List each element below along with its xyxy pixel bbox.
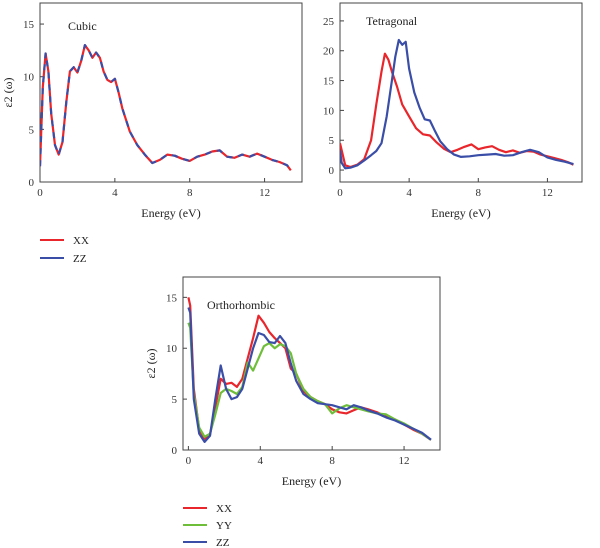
series-line-zz (40, 43, 292, 172)
x-tick-label: 8 (187, 187, 193, 199)
x-axis-label: Energy (eV) (141, 206, 200, 220)
series-line-zz (187, 307, 432, 443)
y-tick-label: 0 (29, 177, 35, 189)
panel-title: Cubic (68, 19, 97, 33)
x-tick-label: 12 (399, 455, 410, 467)
plot-frame (39, 2, 303, 183)
y-tick-label: 10 (23, 72, 35, 84)
y-tick-label: 0 (329, 165, 335, 177)
chart-panel-cubic: 0 4 8 12 0 5 10 15 Cubic Energy (eV) ε2 (ω) XX ZZ (1, 2, 303, 265)
y-tick-label: 10 (323, 105, 335, 117)
series-line-xx (340, 52, 574, 169)
y-tick-label: 0 (172, 445, 178, 457)
legend-label-xx: XX (73, 235, 89, 247)
chart-panel-tetragonal: 0 4 8 12 0 5 10 15 20 25 Tetragonal Energy (eV) (323, 2, 583, 220)
x-axis-label: Energy (eV) (431, 206, 490, 220)
chart-panel-orthorhombic: 0 4 8 12 0 5 10 15 Orthorhombic Energy (eV) ε2 (ω)… (144, 276, 441, 548)
x-tick-label: 8 (476, 187, 482, 199)
panel-title: Tetragonal (366, 14, 418, 28)
x-tick-label: 0 (337, 187, 343, 199)
y-tick-label: 5 (29, 124, 35, 136)
x-axis-label: Energy (eV) (282, 474, 341, 488)
y-tick-label: 15 (166, 292, 178, 304)
legend-label-yy: YY (216, 520, 232, 532)
x-tick-label: 8 (329, 455, 335, 467)
y-tick-label: 15 (23, 19, 35, 31)
y-tick-label: 10 (166, 343, 178, 355)
y-axis-label: ε2 (ω) (144, 349, 158, 379)
legend-label-zz: ZZ (73, 253, 87, 265)
legend-label-zz: ZZ (216, 537, 230, 548)
series-line-zz (340, 38, 574, 170)
x-tick-label: 0 (37, 187, 43, 199)
legend-label-xx: XX (216, 503, 232, 515)
y-axis-label: ε2 (ω) (1, 78, 15, 108)
x-tick-label: 12 (542, 187, 553, 199)
panel-title: Orthorhombic (207, 298, 275, 312)
x-tick-label: 4 (406, 187, 412, 199)
y-tick-label: 5 (172, 394, 178, 406)
x-tick-label: 0 (186, 455, 192, 467)
plot-frame (182, 276, 441, 451)
y-tick-label: 15 (323, 76, 335, 88)
x-tick-label: 4 (258, 455, 264, 467)
series-line-xx (40, 43, 292, 172)
y-tick-label: 25 (323, 16, 335, 28)
x-tick-label: 12 (259, 187, 270, 199)
x-tick-label: 4 (112, 187, 118, 199)
y-tick-label: 5 (329, 135, 335, 147)
y-tick-label: 20 (323, 46, 335, 58)
plot-frame (339, 2, 583, 183)
